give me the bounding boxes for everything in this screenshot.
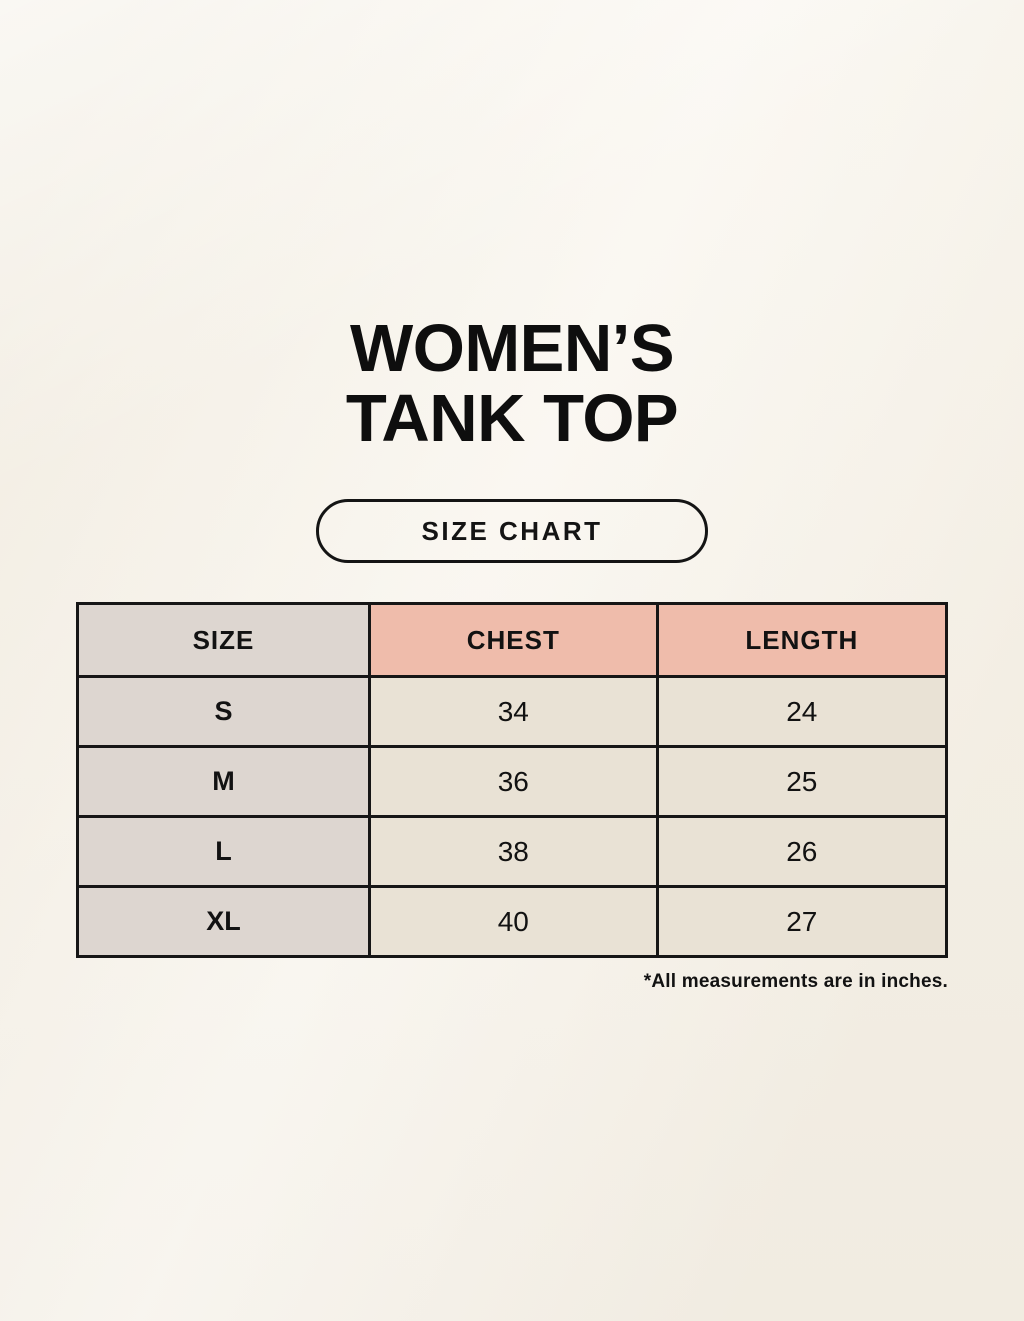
table-row-l: L 38 26 [76,815,949,888]
length-value-cell: 26 [655,815,949,888]
column-header-size: SIZE [76,602,371,678]
table-row-xl: XL 40 27 [76,885,949,958]
chest-value-cell: 38 [367,815,659,888]
size-chart-badge-label: SIZE CHART [421,515,603,546]
size-table-container: SIZE CHEST LENGTH S 34 24 M 36 25 L [76,602,949,993]
size-chart-badge: SIZE CHART [316,499,708,563]
page-title: WOMEN’S TANK TOP [345,311,679,456]
length-value-cell: 27 [655,885,949,958]
column-header-length: LENGTH [655,602,949,678]
chest-value-cell: 40 [367,885,659,958]
page-title-line-2: TANK TOP [345,381,679,456]
chest-value-cell: 34 [367,675,659,748]
length-value-cell: 24 [655,675,949,748]
size-table: SIZE CHEST LENGTH S 34 24 M 36 25 L [76,602,949,958]
column-header-chest: CHEST [367,602,659,678]
table-row-s: S 34 24 [76,675,949,748]
length-value-cell: 25 [655,745,949,818]
table-row-m: M 36 25 [76,745,949,818]
table-header-row: SIZE CHEST LENGTH [76,602,949,678]
chest-value-cell: 36 [367,745,659,818]
size-label-cell: XL [76,885,371,958]
measurements-footnote: *All measurements are in inches. [643,971,948,992]
size-label-cell: M [76,745,371,818]
size-label-cell: L [76,815,371,888]
page-title-line-1: WOMEN’S [349,311,675,386]
size-label-cell: S [76,675,371,748]
